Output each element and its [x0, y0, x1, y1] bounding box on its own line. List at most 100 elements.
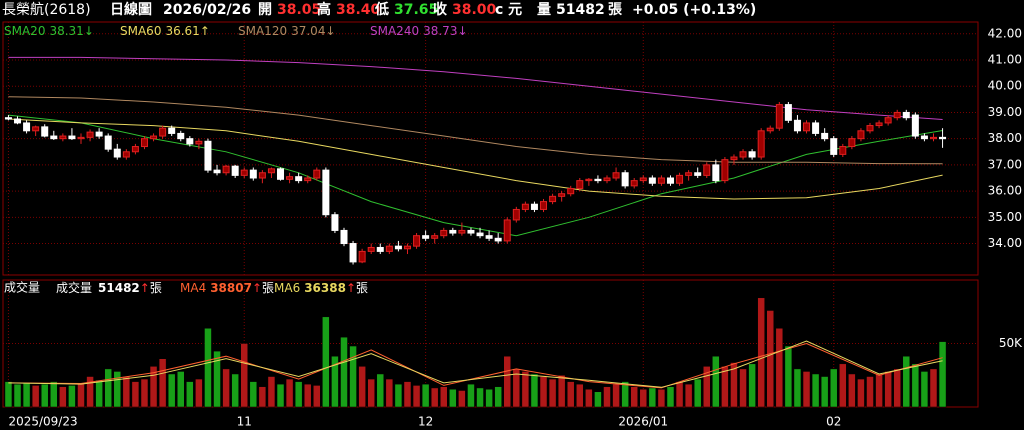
- candle-body: [902, 111, 910, 119]
- volume-bar: [294, 381, 303, 408]
- volume-bar: [40, 383, 49, 408]
- volume-bar: [820, 376, 829, 408]
- legend-name: MA6: [274, 281, 300, 295]
- candle-body: [231, 165, 239, 176]
- candle-body: [866, 125, 874, 132]
- y-tick-label: 34.00: [988, 236, 1022, 250]
- volume-bar: [285, 378, 294, 408]
- volume-bar: [539, 376, 548, 408]
- volume-bar: [68, 385, 76, 408]
- legend-entry: SMA240 38.73↓: [370, 24, 468, 38]
- legend-arrow: ↓: [457, 24, 467, 38]
- volume-bar: [884, 371, 892, 408]
- volume-bar: [140, 378, 149, 408]
- candle-body: [576, 180, 584, 189]
- candle-body: [104, 135, 112, 150]
- volume-bar: [712, 355, 720, 408]
- volume-bar: [793, 368, 802, 408]
- volume-bar: [231, 373, 239, 408]
- volume-bar: [104, 368, 112, 408]
- legend-value: 38807: [210, 281, 252, 295]
- y-tick-label: 35.00: [988, 210, 1022, 224]
- candle-body: [730, 156, 738, 161]
- volume-bar: [739, 368, 747, 408]
- candle-body: [14, 118, 22, 124]
- legend-arrow: ↑: [346, 281, 356, 295]
- volume-bar: [31, 385, 40, 408]
- volume-bar: [548, 378, 557, 408]
- candle-body: [685, 172, 693, 176]
- candle-body: [376, 246, 384, 252]
- volume-bar: [730, 362, 738, 408]
- legend-name: SMA20: [4, 24, 45, 38]
- unit: 張: [608, 2, 623, 18]
- candle-body: [349, 243, 357, 263]
- candle-body: [476, 232, 484, 237]
- panel-title: 成交量: [4, 280, 40, 295]
- legend-unit: 張: [150, 281, 162, 295]
- volume-bar: [875, 373, 883, 408]
- candle-body: [431, 235, 439, 239]
- candle-body: [59, 135, 67, 140]
- legend-arrow: ↓: [325, 24, 335, 38]
- legend-arrow: ↑: [252, 281, 262, 295]
- volume-bar: [331, 355, 339, 408]
- candle-body: [920, 135, 928, 140]
- candle-body: [603, 177, 611, 182]
- volume-bar: [249, 381, 258, 408]
- candle-body: [267, 168, 275, 174]
- candle-body: [530, 203, 538, 210]
- volume-bar: [938, 341, 947, 408]
- volume-bar: [22, 382, 31, 408]
- volume-bar: [322, 316, 330, 408]
- field-label: 收: [433, 1, 448, 18]
- candle-body: [422, 235, 430, 239]
- legend-entry: SMA20 38.31↓: [4, 24, 94, 38]
- x-tick-label: 02: [826, 415, 841, 429]
- candle-body: [277, 168, 285, 180]
- volume-bar: [866, 376, 874, 408]
- legend-name: SMA60: [120, 24, 161, 38]
- candle-body: [213, 169, 221, 174]
- y-tick-label: 36.00: [988, 184, 1022, 198]
- candle-body: [449, 229, 457, 234]
- volume-bar: [929, 368, 938, 408]
- candle-body: [621, 172, 629, 187]
- y-tick-label: 37.00: [988, 157, 1022, 171]
- candle-body: [512, 208, 520, 221]
- candle-body: [929, 136, 937, 140]
- volume-bar: [458, 390, 466, 408]
- volume-bar: [186, 381, 194, 408]
- candle-body: [739, 151, 747, 158]
- candle-body: [549, 195, 557, 203]
- candle-body: [249, 169, 257, 179]
- volume-bar: [13, 383, 22, 408]
- candle-body: [240, 169, 248, 176]
- volume-bar: [59, 386, 67, 408]
- volume-bar: [703, 366, 711, 408]
- candle-body: [222, 165, 230, 174]
- legend-entry: SMA120 37.04↓: [238, 24, 336, 38]
- ma-line: [8, 340, 943, 388]
- candle-body: [4, 117, 12, 120]
- volume-bar: [503, 355, 511, 408]
- volume-bar: [95, 380, 103, 408]
- ma-line: [8, 118, 943, 200]
- ma-line: [8, 114, 943, 237]
- volume-bar: [893, 368, 901, 408]
- candle-body: [911, 114, 919, 137]
- volume-bar: [467, 383, 475, 408]
- field-label: 高: [317, 1, 331, 18]
- candle-body: [639, 177, 647, 182]
- candle-body: [331, 214, 339, 231]
- candle-body: [648, 177, 656, 184]
- volume-bar: [258, 386, 267, 408]
- candle-body: [140, 138, 148, 148]
- candle-body: [367, 246, 375, 252]
- legend-value: 37.04: [291, 24, 325, 38]
- candle-body: [403, 245, 411, 250]
- legend-name: SMA120: [238, 24, 287, 38]
- candle-body: [848, 138, 856, 148]
- candle-body: [150, 135, 158, 140]
- volume-bar: [158, 358, 167, 408]
